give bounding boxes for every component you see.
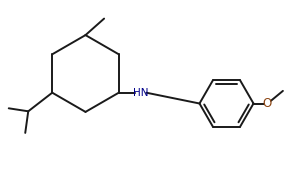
- Text: HN: HN: [132, 88, 148, 98]
- Text: O: O: [263, 97, 272, 110]
